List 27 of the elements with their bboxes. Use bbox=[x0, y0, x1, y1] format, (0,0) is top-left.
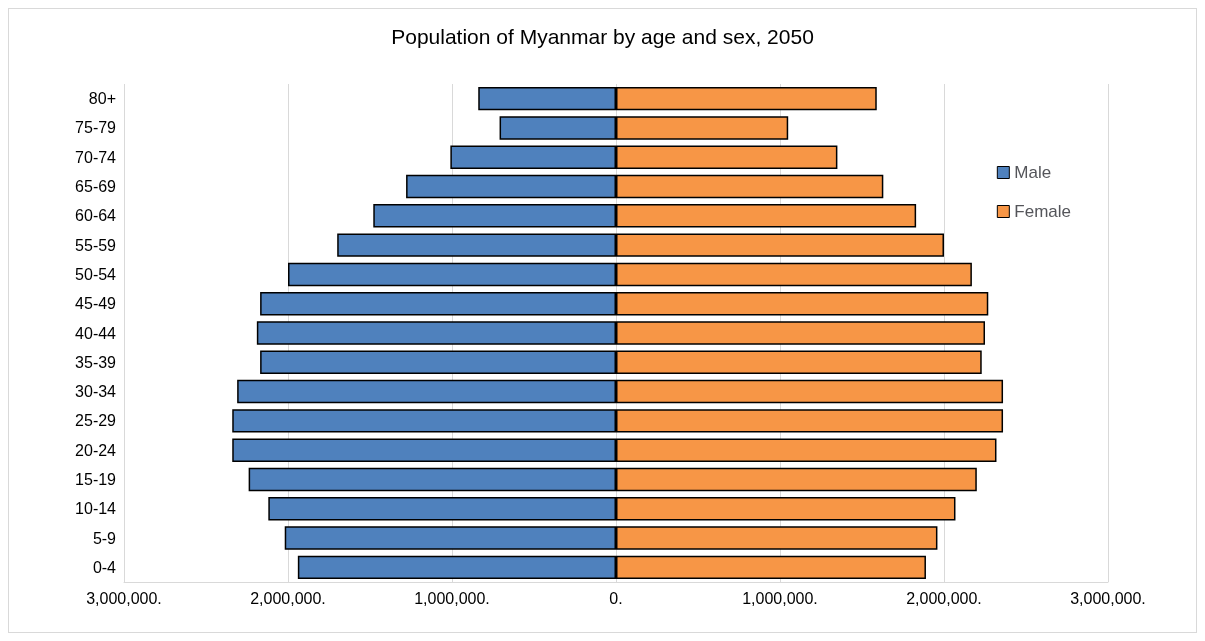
y-tick-label: 65-69 bbox=[75, 178, 117, 196]
y-tick-label: 50-54 bbox=[75, 265, 117, 283]
legend-label: Female bbox=[1014, 202, 1071, 221]
y-tick-label: 80+ bbox=[88, 90, 116, 108]
y-tick-label: 35-39 bbox=[75, 353, 117, 371]
y-tick-label: 55-59 bbox=[75, 236, 117, 254]
y-tick-label: 20-24 bbox=[75, 441, 117, 459]
x-tick-label: 0. bbox=[609, 589, 623, 607]
y-tick-label: 30-34 bbox=[75, 383, 117, 401]
y-tick-label: 10-14 bbox=[75, 500, 117, 518]
x-tick-label: 1,000,000. bbox=[414, 589, 490, 607]
x-tick-label: 2,000,000. bbox=[250, 589, 326, 607]
x-tick-label: 3,000,000. bbox=[1070, 589, 1146, 607]
y-tick-label: 60-64 bbox=[75, 207, 117, 225]
y-tick-label: 45-49 bbox=[75, 295, 117, 313]
y-tick-label: 25-29 bbox=[75, 412, 117, 430]
y-tick-label: 5-9 bbox=[92, 529, 117, 547]
y-tick-label: 40-44 bbox=[75, 324, 117, 342]
y-tick-label: 75-79 bbox=[75, 119, 117, 137]
legend-label: Male bbox=[1014, 163, 1052, 182]
y-tick-label: 15-19 bbox=[75, 470, 117, 488]
chart-title: Population of Myanmar by age and sex, 2050 bbox=[391, 25, 814, 48]
x-tick-label: 3,000,000. bbox=[86, 589, 162, 607]
x-tick-label: 2,000,000. bbox=[906, 589, 982, 607]
y-tick-label: 70-74 bbox=[75, 148, 117, 166]
x-tick-label: 1,000,000. bbox=[742, 589, 818, 607]
y-tick-label: 0-4 bbox=[92, 558, 117, 576]
